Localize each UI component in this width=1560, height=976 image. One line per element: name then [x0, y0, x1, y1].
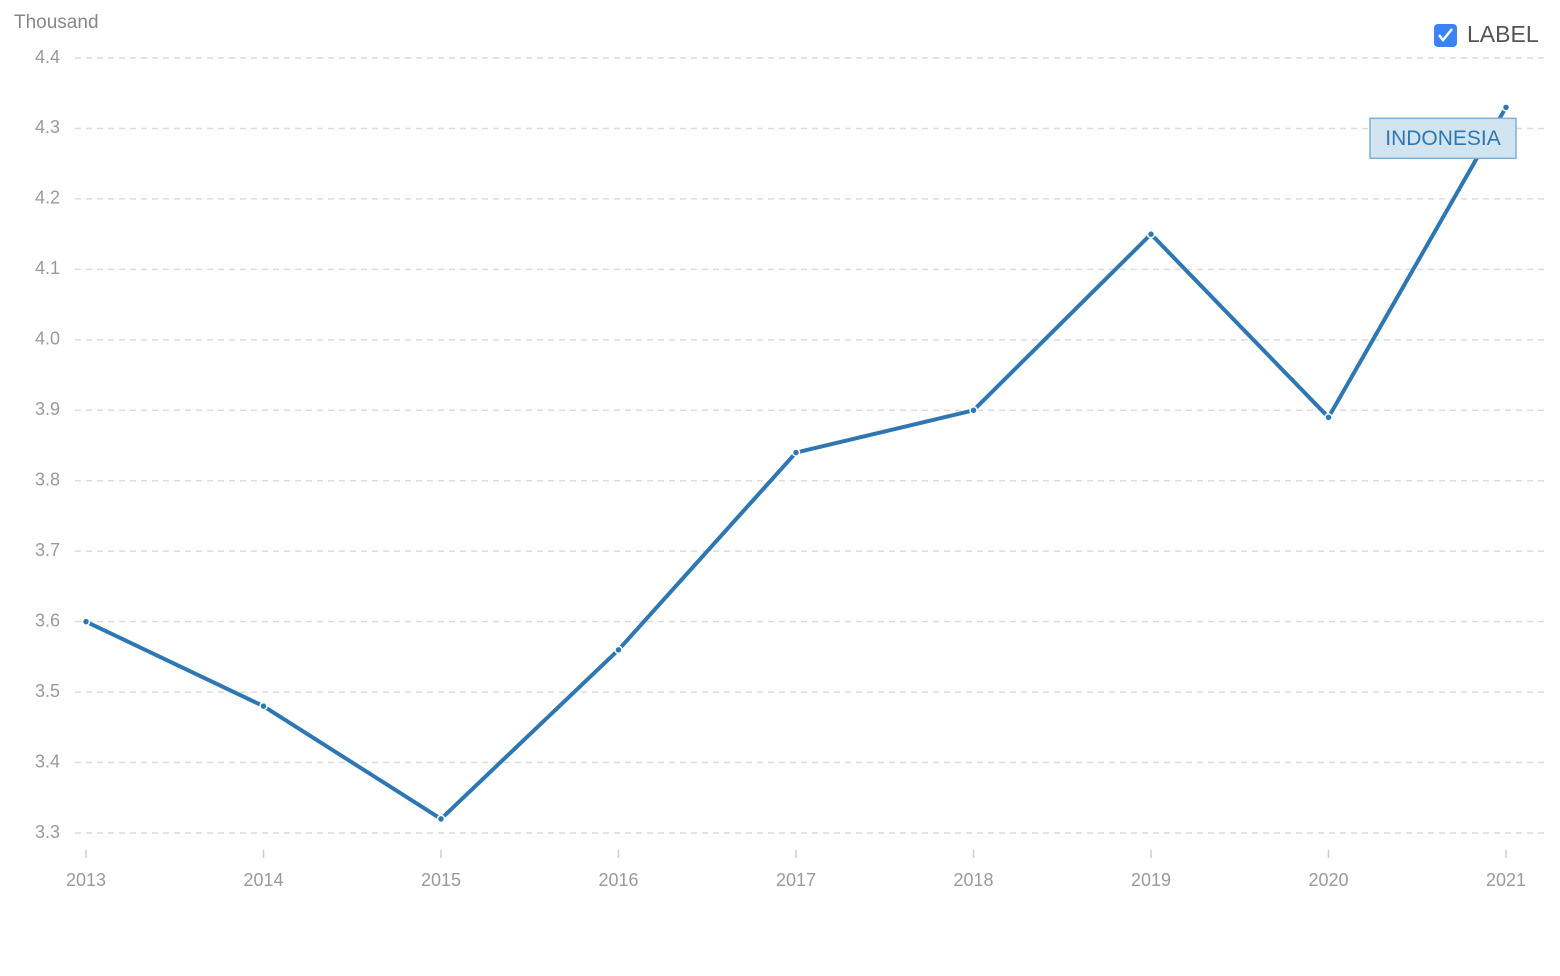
- y-tick-label: 4.3: [35, 117, 60, 137]
- y-tick-label: 4.2: [35, 188, 60, 208]
- y-tick-label: 3.4: [35, 751, 60, 771]
- data-point: [1324, 413, 1333, 422]
- x-tick-label: 2016: [598, 870, 638, 890]
- y-tick-label: 3.9: [35, 399, 60, 419]
- y-tick-label: 3.7: [35, 540, 60, 560]
- x-tick-label: 2015: [421, 870, 461, 890]
- data-point: [436, 814, 446, 824]
- y-tick-label: 4.0: [35, 329, 60, 349]
- x-tick-label: 2020: [1308, 870, 1348, 890]
- data-point: [614, 645, 623, 655]
- y-tick-label: 4.1: [35, 258, 60, 278]
- checkmark: [1438, 28, 1453, 42]
- data-point: [1501, 103, 1511, 112]
- y-tick-label: 3.5: [35, 681, 60, 701]
- label-toggle[interactable]: LABEL: [1434, 21, 1539, 47]
- x-tick-label: 2014: [243, 870, 283, 890]
- x-tick-label: 2017: [776, 870, 816, 890]
- data-point: [969, 406, 978, 415]
- toggle-label[interactable]: LABEL: [1467, 21, 1539, 47]
- series-line: [85, 106, 1508, 821]
- y-tick-label: 4.4: [35, 47, 60, 67]
- series-label-box: [1369, 117, 1517, 160]
- y-unit-label: Thousand: [14, 12, 99, 33]
- data-point: [791, 448, 801, 457]
- x-tick-label: 2019: [1131, 870, 1171, 890]
- y-tick-label: 3.3: [35, 822, 60, 842]
- data-point: [1146, 229, 1156, 239]
- data-point: [259, 701, 268, 711]
- y-tick-label: 3.6: [35, 610, 60, 630]
- series-label: INDONESIA: [1385, 127, 1501, 150]
- data-point: [81, 617, 91, 626]
- y-tick-label: 3.8: [35, 469, 60, 489]
- x-tick-label: 2013: [66, 870, 106, 890]
- x-tick-label: 2018: [953, 870, 993, 890]
- x-tick-label: 2021: [1486, 870, 1526, 890]
